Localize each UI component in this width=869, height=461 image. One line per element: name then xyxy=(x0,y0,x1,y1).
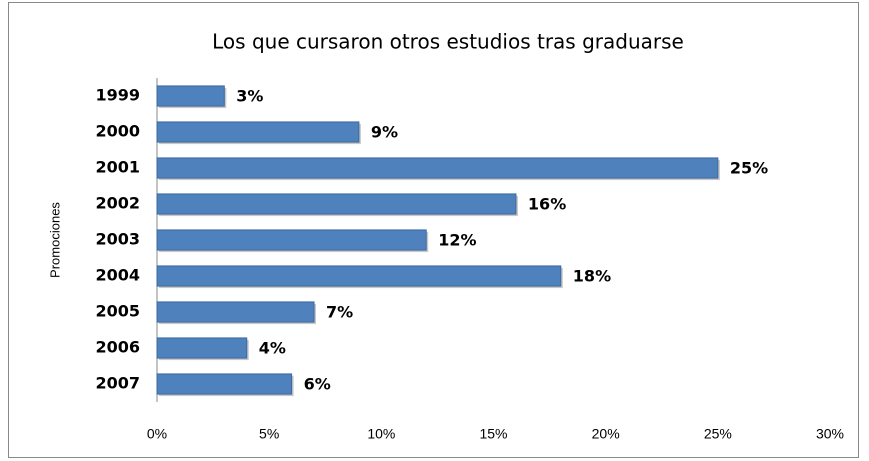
x-tick-label: 25% xyxy=(704,426,732,442)
bar xyxy=(156,337,248,359)
y-tick-label: 1999 xyxy=(95,86,140,105)
bar xyxy=(156,301,315,323)
x-tick-label: 15% xyxy=(479,426,507,442)
data-label: 16% xyxy=(528,195,566,214)
data-label: 3% xyxy=(236,87,263,106)
y-tick-label: 2001 xyxy=(95,158,140,177)
y-tick-label: 2002 xyxy=(95,194,140,213)
y-axis-label: Promociones xyxy=(47,202,62,278)
data-label: 25% xyxy=(730,159,768,178)
y-tick-label: 2005 xyxy=(95,302,140,321)
data-label: 4% xyxy=(259,339,286,358)
bar xyxy=(156,193,517,215)
bar xyxy=(156,85,225,107)
chart-frame xyxy=(8,2,859,458)
y-tick-label: 2006 xyxy=(95,338,140,357)
bar xyxy=(156,265,562,287)
x-tick-label: 10% xyxy=(367,426,395,442)
x-tick-label: 5% xyxy=(259,426,279,442)
bar xyxy=(156,373,293,395)
bar xyxy=(156,229,427,251)
data-label: 6% xyxy=(304,375,331,394)
chart-title: Los que cursaron otros estudios tras gra… xyxy=(212,30,684,54)
bar xyxy=(156,121,360,143)
y-tick-label: 2007 xyxy=(95,374,140,393)
x-tick-label: 30% xyxy=(816,426,844,442)
data-label: 18% xyxy=(573,267,611,286)
x-tick-label: 20% xyxy=(592,426,620,442)
y-tick-label: 2003 xyxy=(95,230,140,249)
data-label: 7% xyxy=(326,303,353,322)
data-label: 12% xyxy=(438,231,476,250)
x-tick-label: 0% xyxy=(147,426,167,442)
data-label: 9% xyxy=(371,123,398,142)
bar xyxy=(156,157,719,179)
y-tick-label: 2000 xyxy=(95,122,140,141)
y-tick-label: 2004 xyxy=(95,266,140,285)
